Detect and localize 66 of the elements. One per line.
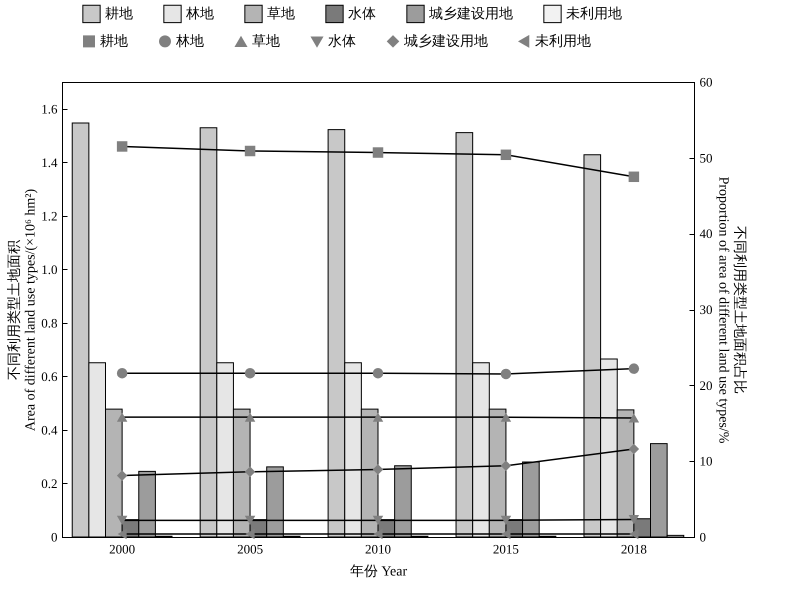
y2-tick-label: 40 — [700, 226, 712, 242]
y2-tick-label: 20 — [700, 378, 712, 393]
y-tick-label: 1.4 — [41, 154, 58, 170]
point — [118, 528, 127, 540]
legend-label: 水体 — [348, 6, 376, 22]
point — [244, 146, 256, 156]
point — [116, 368, 128, 378]
x-tick-label: 2000 — [109, 542, 136, 556]
y-tick-label: 1.0 — [41, 262, 58, 277]
y-tick-label: 0.4 — [41, 422, 58, 438]
point — [500, 150, 512, 160]
legend-label: 耕地 — [105, 6, 133, 22]
legend-label: 未利用地 — [535, 33, 591, 50]
point — [372, 516, 384, 525]
legend-label: 林地 — [185, 6, 214, 22]
legend-label: 水体 — [328, 34, 356, 50]
y2-tick-label: 0 — [700, 530, 706, 544]
point — [500, 368, 512, 380]
legend-label: 城乡建设用地 — [428, 6, 513, 22]
legend-label: 城乡建设用地 — [403, 33, 488, 50]
y2-tick-label: 50 — [700, 150, 712, 166]
point — [628, 515, 640, 524]
point — [501, 528, 510, 540]
point — [244, 516, 256, 525]
point — [500, 460, 512, 471]
y2-tick-label: 30 — [700, 302, 712, 317]
point — [628, 413, 640, 422]
x-axis-title: 年份 Year — [350, 564, 408, 580]
point — [246, 528, 255, 540]
point — [629, 528, 638, 540]
point — [116, 412, 128, 422]
point — [372, 412, 384, 422]
legend-label: 耕地 — [100, 33, 128, 50]
y-tick-label: 0.6 — [41, 368, 58, 384]
legend-label: 未利用地 — [566, 6, 622, 22]
x-tick-label: 2015 — [492, 542, 519, 556]
y-tick-label: 0 — [51, 530, 58, 544]
point — [372, 464, 384, 475]
point — [628, 172, 640, 182]
point — [244, 412, 256, 422]
point — [628, 363, 640, 374]
point — [372, 147, 384, 158]
point — [244, 466, 256, 478]
x-tick-label: 2018 — [620, 542, 647, 556]
point — [116, 470, 128, 481]
y-tick-label: 0.2 — [41, 476, 58, 491]
x-tick-label: 2010 — [365, 542, 391, 556]
point — [244, 368, 256, 378]
y-axis-title: 不同利用类型土地面积 Area of different land use types/(×10⁶ hm²) — [6, 188, 38, 432]
y-tick-label: 1.2 — [41, 208, 58, 224]
point — [116, 516, 128, 525]
point — [500, 516, 512, 525]
x-tick-label: 2005 — [237, 542, 264, 556]
y-tick-label: 0.8 — [41, 315, 58, 330]
y2-axis-title: 不同利用类型土地面积占比 Proportion of area of different land use types/% — [716, 176, 748, 444]
point — [373, 528, 383, 540]
legend-label: 草地 — [267, 6, 295, 22]
y-tick-label: 1.6 — [41, 101, 58, 116]
point — [628, 444, 640, 454]
point — [372, 368, 384, 378]
y2-tick-label: 60 — [700, 74, 712, 90]
point — [116, 141, 128, 152]
y2-tick-label: 10 — [700, 454, 712, 469]
point — [500, 412, 512, 422]
legend-label: 林地 — [175, 33, 204, 50]
legend-label: 草地 — [252, 34, 280, 50]
